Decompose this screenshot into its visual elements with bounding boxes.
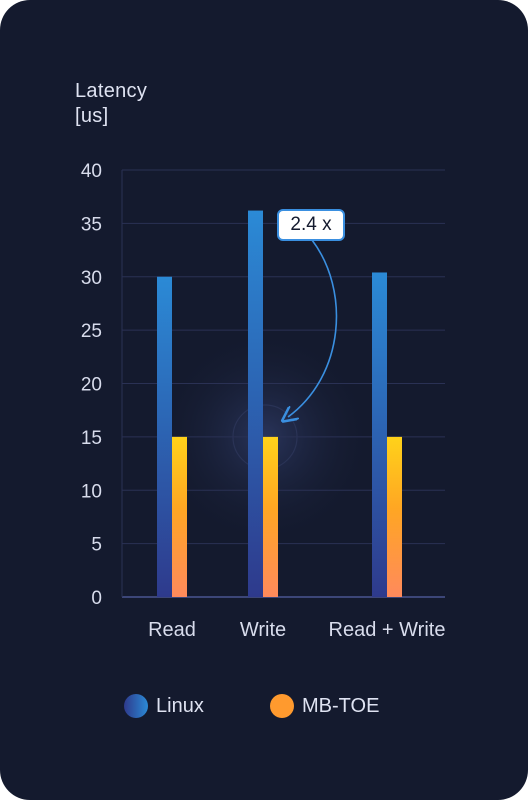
legend-swatch-linux <box>124 694 148 718</box>
legend: Linux MB-TOE <box>0 694 528 720</box>
legend-label-linux: Linux <box>156 695 204 717</box>
x-category-label: Read <box>148 619 196 641</box>
y-tick-label: 15 <box>81 428 102 449</box>
y-tick-label: 40 <box>81 161 102 182</box>
bar-mb-toe-read-write <box>387 436 402 597</box>
y-tick-label: 10 <box>81 481 102 502</box>
y-axis-ticks: 0 5 10 15 20 25 30 35 40 <box>81 161 102 609</box>
speedup-callout: 2.4 x <box>277 209 345 241</box>
bar-mb-toe-read <box>172 436 187 597</box>
legend-item-linux: Linux <box>124 694 204 718</box>
bar-linux-read-write <box>372 272 387 597</box>
y-tick-label: 20 <box>81 375 102 396</box>
bar-mb-toe-write <box>263 436 278 597</box>
legend-label-mb-toe: MB-TOE <box>302 695 380 717</box>
y-axis-title: Latency [us] <box>75 79 147 129</box>
y-tick-label: 30 <box>81 268 102 289</box>
legend-swatch-mb-toe <box>270 694 294 718</box>
y-tick-label: 0 <box>91 588 102 609</box>
x-category-label: Write <box>240 619 286 641</box>
y-axis-title-line-1: Latency <box>75 80 148 102</box>
y-tick-label: 5 <box>91 535 102 556</box>
y-axis-title-line-2: [us] <box>75 105 109 127</box>
x-axis-labels: Read Write Read + Write <box>148 619 445 641</box>
bar-linux-write <box>248 210 263 597</box>
bar-linux-read <box>157 276 172 597</box>
annotation-arrow <box>288 239 338 417</box>
y-tick-label: 35 <box>81 214 102 235</box>
x-category-label: Read + Write <box>329 619 446 641</box>
bars <box>157 210 402 597</box>
y-tick-label: 25 <box>81 321 102 342</box>
legend-item-mb-toe: MB-TOE <box>270 694 379 718</box>
